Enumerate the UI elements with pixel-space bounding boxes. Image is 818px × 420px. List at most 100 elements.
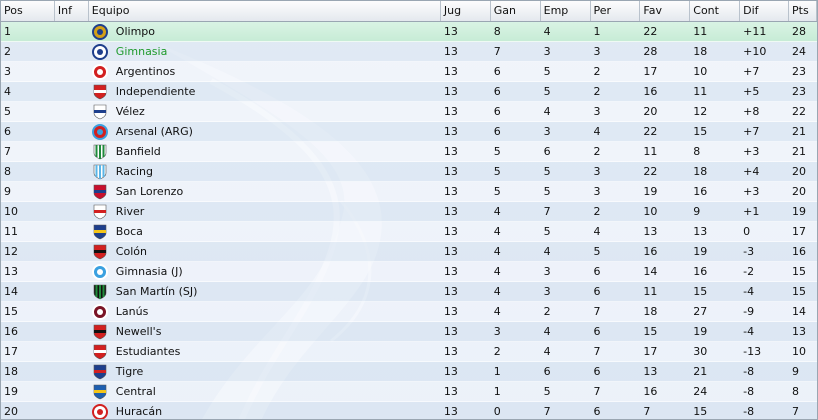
cell-fav: 11 xyxy=(643,145,658,158)
table-row[interactable]: 8 Racing 13 5 5 3 22 18 +4 20 xyxy=(1,162,817,182)
cell-jug: 13 xyxy=(443,25,458,38)
header-team[interactable]: Equipo xyxy=(89,1,441,21)
table-row[interactable]: 15 Lanús 13 4 2 7 18 27 -9 14 xyxy=(1,302,817,322)
team-name[interactable]: Racing xyxy=(115,164,153,178)
cell-fav: 28 xyxy=(643,45,658,58)
cell-dif: +1 xyxy=(743,205,760,218)
argentinos-crest-icon xyxy=(91,63,108,80)
table-row[interactable]: 11 Boca 13 4 5 4 13 13 0 17 xyxy=(1,222,817,242)
team-name[interactable]: Central xyxy=(115,384,156,398)
team-name[interactable]: Estudiantes xyxy=(115,344,181,358)
cell-inf xyxy=(55,62,89,81)
team-name[interactable]: Arsenal (ARG) xyxy=(115,124,193,138)
cell-fav: 13 xyxy=(643,225,658,238)
header-fav[interactable]: Fav xyxy=(640,1,691,21)
cell-inf xyxy=(55,282,89,301)
cell-fav: 13 xyxy=(643,365,658,378)
cell-pts: 15 xyxy=(792,285,807,298)
cell-inf xyxy=(55,362,89,381)
team-name[interactable]: Colón xyxy=(115,244,147,258)
cell-jug: 13 xyxy=(443,65,458,78)
cell-jug: 13 xyxy=(443,205,458,218)
team-cell: San Martín (SJ) xyxy=(89,282,441,301)
team-cell: Independiente xyxy=(89,82,441,101)
team-name[interactable]: Tigre xyxy=(115,364,144,378)
cell-emp: 3 xyxy=(543,285,551,298)
table-row[interactable]: 17 Estudiantes 13 2 4 7 17 30 -13 10 xyxy=(1,342,817,362)
cell-emp: 7 xyxy=(543,205,551,218)
header-jug[interactable]: Jug xyxy=(441,1,491,21)
racing-crest-icon xyxy=(92,164,108,180)
header-dif[interactable]: Dif xyxy=(740,1,790,21)
team-name[interactable]: Gimnasia (J) xyxy=(115,264,183,278)
team-name[interactable]: Lanús xyxy=(115,304,149,318)
table-row[interactable]: 6 Arsenal (ARG) 13 6 3 4 22 15 +7 21 xyxy=(1,122,817,142)
header-per[interactable]: Per xyxy=(591,1,641,21)
cell-cont: 19 xyxy=(693,325,708,338)
team-name[interactable]: Argentinos xyxy=(115,64,176,78)
san-lorenzo-crest-icon xyxy=(92,184,108,200)
table-row[interactable]: 12 Colón 13 4 4 5 16 19 -3 16 xyxy=(1,242,817,262)
header-emp[interactable]: Emp xyxy=(541,1,591,21)
cell-emp: 7 xyxy=(543,405,551,418)
team-name[interactable]: San Martín (SJ) xyxy=(115,284,198,298)
table-row[interactable]: 9 San Lorenzo 13 5 5 3 19 16 +3 20 xyxy=(1,182,817,202)
cell-emp: 5 xyxy=(543,385,551,398)
tigre-crest-icon xyxy=(92,364,108,380)
team-name[interactable]: Vélez xyxy=(115,104,145,118)
header-pts[interactable]: Pts xyxy=(789,1,817,21)
cell-cont: 15 xyxy=(693,285,708,298)
table-row[interactable]: 18 Tigre 13 1 6 6 13 21 -8 9 xyxy=(1,362,817,382)
cell-cont: 24 xyxy=(693,385,708,398)
team-name[interactable]: Independiente xyxy=(115,84,196,98)
cell-pts: 22 xyxy=(792,105,807,118)
cell-fav: 15 xyxy=(643,325,658,338)
team-cell: Racing xyxy=(89,162,441,181)
cell-gan: 7 xyxy=(493,45,501,58)
table-row[interactable]: 2 Gimnasia 13 7 3 3 28 18 +10 24 xyxy=(1,42,817,62)
table-row[interactable]: 16 Newell's 13 3 4 6 15 19 -4 13 xyxy=(1,322,817,342)
cell-per: 6 xyxy=(593,265,601,278)
cell-gan: 8 xyxy=(493,25,501,38)
table-row[interactable]: 14 San Martín (SJ) 13 4 3 6 11 15 -4 15 xyxy=(1,282,817,302)
cell-pts: 21 xyxy=(792,145,807,158)
table-row[interactable]: 3 Argentinos 13 6 5 2 17 10 +7 23 xyxy=(1,62,817,82)
team-cell: Colón xyxy=(89,242,441,261)
table-row[interactable]: 5 Vélez 13 6 4 3 20 12 +8 22 xyxy=(1,102,817,122)
header-pos[interactable]: Pos xyxy=(1,1,55,21)
cell-inf xyxy=(55,42,89,61)
cell-cont: 12 xyxy=(693,105,708,118)
table-row[interactable]: 13 Gimnasia (J) 13 4 3 6 14 16 -2 15 xyxy=(1,262,817,282)
team-name[interactable]: Boca xyxy=(115,224,143,238)
team-name[interactable]: Olimpo xyxy=(115,24,155,38)
team-name[interactable]: Banfield xyxy=(115,144,161,158)
team-cell: Huracán xyxy=(89,402,441,419)
team-name[interactable]: Huracán xyxy=(115,404,163,418)
cell-per: 2 xyxy=(593,65,601,78)
cell-pts: 13 xyxy=(792,325,807,338)
team-name[interactable]: River xyxy=(115,204,145,218)
header-cont[interactable]: Cont xyxy=(690,1,741,21)
table-body: 1 Olimpo 13 8 4 1 22 11 +11 28 2 Gimnasia 13 7 3 3 28 18 +… xyxy=(1,22,817,419)
team-name[interactable]: Newell's xyxy=(115,324,162,338)
table-row[interactable]: 20 Huracán 13 0 7 6 7 15 -8 7 xyxy=(1,402,817,419)
cell-jug: 13 xyxy=(443,385,458,398)
table-row[interactable]: 10 River 13 4 7 2 10 9 +1 19 xyxy=(1,202,817,222)
cell-pos: 16 xyxy=(4,325,18,338)
table-row[interactable]: 1 Olimpo 13 8 4 1 22 11 +11 28 xyxy=(1,22,817,42)
table-row[interactable]: 19 Central 13 1 5 7 16 24 -8 8 xyxy=(1,382,817,402)
cell-cont: 9 xyxy=(693,205,701,218)
cell-inf xyxy=(55,22,89,41)
table-header: Pos Inf Equipo Jug Gan Emp Per Fav Cont … xyxy=(1,1,817,22)
team-name[interactable]: Gimnasia xyxy=(115,44,168,58)
team-cell: Estudiantes xyxy=(89,342,441,361)
team-name[interactable]: San Lorenzo xyxy=(115,184,184,198)
cell-dif: -8 xyxy=(743,365,755,378)
cell-dif: +11 xyxy=(743,25,767,38)
cell-dif: +3 xyxy=(743,145,760,158)
table-row[interactable]: 4 Independiente 13 6 5 2 16 11 +5 23 xyxy=(1,82,817,102)
header-inf[interactable]: Inf xyxy=(55,1,89,21)
cell-inf xyxy=(55,382,89,401)
table-row[interactable]: 7 Banfield 13 5 6 2 11 8 +3 21 xyxy=(1,142,817,162)
header-gan[interactable]: Gan xyxy=(491,1,541,21)
